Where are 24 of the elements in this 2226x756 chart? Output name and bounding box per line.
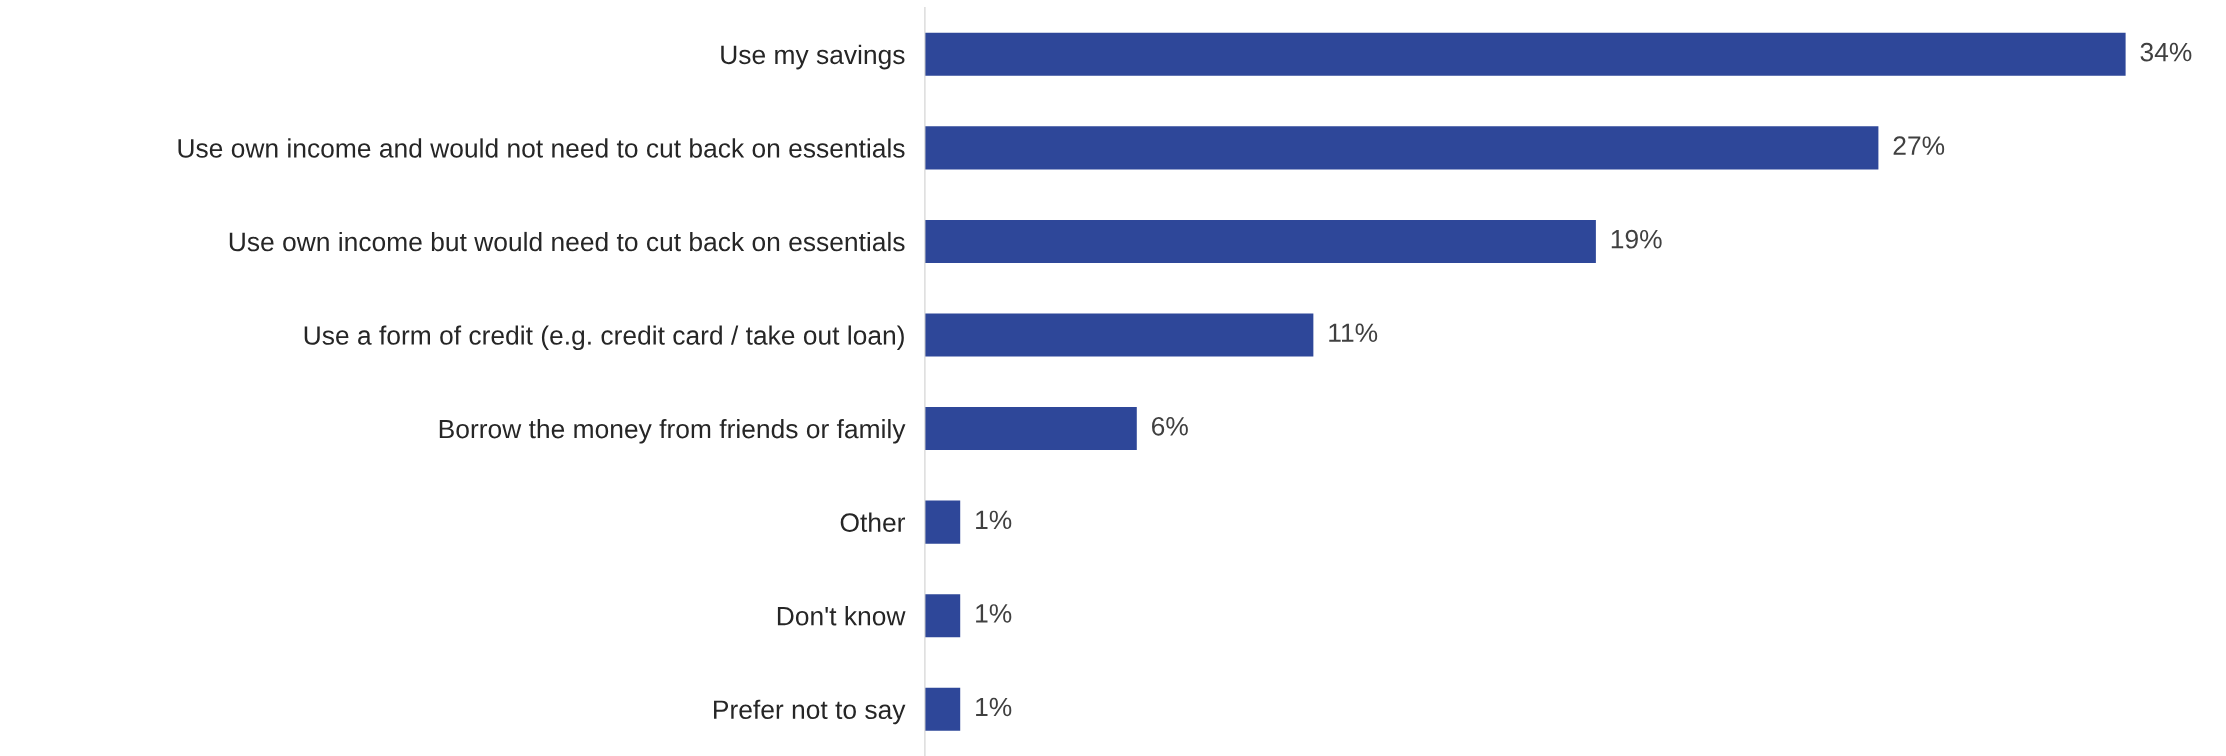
bar (924, 594, 961, 638)
data-label: 19% (1611, 229, 1662, 249)
data-label: 1% (976, 697, 1012, 717)
y-tick-label: Use my savings (721, 44, 905, 70)
bar (924, 32, 2126, 76)
bar (924, 407, 1137, 451)
y-tick-label: Don't know (777, 606, 906, 626)
y-tick-label: Use own income and would not need to cut back on essentials (178, 138, 905, 158)
data-label: 34% (2140, 42, 2192, 62)
data-label: 1% (976, 604, 1012, 623)
bar (924, 687, 961, 731)
bar (924, 126, 1879, 170)
bar (924, 219, 1596, 263)
y-tick-label: Use a form of credit (e.g. credit card / take out loan) (304, 325, 904, 351)
data-label: 11% (1329, 323, 1378, 342)
bar (924, 313, 1314, 357)
bar (924, 500, 961, 544)
y-tick-label: Use own income but would need to cut back on essentials (229, 231, 905, 252)
data-label: 6% (1152, 416, 1188, 436)
y-tick-label: Prefer not to say (714, 699, 906, 725)
data-label: 27% (1893, 136, 1945, 155)
data-label: 1% (976, 510, 1012, 530)
y-tick-label: Borrow the money from friends or family (439, 419, 906, 444)
y-tick-label: Other (840, 512, 906, 532)
